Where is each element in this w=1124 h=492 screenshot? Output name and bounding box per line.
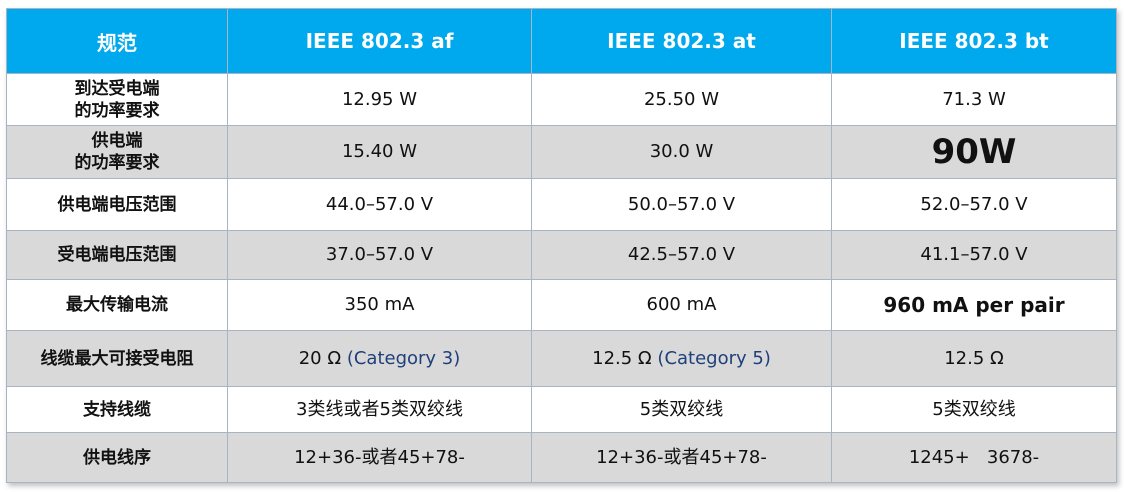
table-row: 支持线缆 3类线或者5类双绞线 5类双绞线 5类双绞线 xyxy=(6,386,1117,433)
spec-table-container: 规范 IEEE 802.3 af IEEE 802.3 at IEEE 802.… xyxy=(6,8,1117,483)
row-label-line: 供电端 xyxy=(91,131,143,151)
cell-bt: 1245+ 3678- xyxy=(831,432,1117,483)
cell-bt-highlight: 90W xyxy=(831,125,1117,179)
row-label: 供电端电压范围 xyxy=(6,178,228,231)
cell-af: 37.0–57.0 V xyxy=(227,230,532,280)
cell-at: 600 mA xyxy=(531,279,832,331)
cell-bt-highlight: 960 mA per pair xyxy=(831,279,1117,331)
row-label: 到达受电端 的功率要求 xyxy=(6,73,228,126)
row-label-line: 的功率要求 xyxy=(74,100,160,121)
header-at: IEEE 802.3 at xyxy=(531,8,832,74)
category-5-link[interactable]: (Category 5) xyxy=(657,347,771,369)
header-spec: 规范 xyxy=(6,8,228,74)
cell-at: 5类双绞线 xyxy=(531,386,832,433)
resistance-value: 20 Ω xyxy=(298,347,342,369)
row-label-line: 的功率要求 xyxy=(74,153,160,173)
cell-at: 25.50 W xyxy=(531,73,832,126)
row-label: 供电端 的功率要求 xyxy=(6,125,228,179)
cell-at: 50.0–57.0 V xyxy=(531,178,832,231)
table-row: 供电端 的功率要求 15.40 W 30.0 W 90W xyxy=(6,125,1117,179)
resistance-value: 12.5 Ω xyxy=(592,347,652,369)
table-row: 供电线序 12+36-或者45+78- 12+36-或者45+78- 1245+… xyxy=(6,432,1117,483)
row-label: 最大传输电流 xyxy=(6,279,228,331)
table-row: 最大传输电流 350 mA 600 mA 960 mA per pair xyxy=(6,279,1117,331)
cell-af: 12.95 W xyxy=(227,73,532,126)
header-af: IEEE 802.3 af xyxy=(227,8,532,74)
cell-bt: 5类双绞线 xyxy=(831,386,1117,433)
row-label: 线缆最大可接受电阻 xyxy=(6,330,228,387)
cell-af: 12+36-或者45+78- xyxy=(227,432,532,483)
cell-bt: 71.3 W xyxy=(831,73,1117,126)
cell-af: 3类线或者5类双绞线 xyxy=(227,386,532,433)
cell-af: 44.0–57.0 V xyxy=(227,178,532,231)
cell-at: 30.0 W xyxy=(531,125,832,179)
cell-bt: 12.5 Ω xyxy=(831,330,1117,387)
row-label: 供电线序 xyxy=(6,432,228,483)
cell-af: 20 Ω (Category 3) xyxy=(227,330,532,387)
row-label: 受电端电压范围 xyxy=(6,230,228,280)
cell-bt: 41.1–57.0 V xyxy=(831,230,1117,280)
table-row: 到达受电端 的功率要求 12.95 W 25.50 W 71.3 W xyxy=(6,73,1117,126)
cell-at: 12+36-或者45+78- xyxy=(531,432,832,483)
table-row: 供电端电压范围 44.0–57.0 V 50.0–57.0 V 52.0–57.… xyxy=(6,178,1117,231)
row-label-line: 到达受电端 xyxy=(74,78,160,99)
cell-at: 12.5 Ω (Category 5) xyxy=(531,330,832,387)
table-row: 线缆最大可接受电阻 20 Ω (Category 3) 12.5 Ω (Cate… xyxy=(6,330,1117,387)
poe-spec-table: 规范 IEEE 802.3 af IEEE 802.3 at IEEE 802.… xyxy=(6,8,1117,483)
row-label: 支持线缆 xyxy=(6,386,228,433)
cell-bt: 52.0–57.0 V xyxy=(831,178,1117,231)
header-row: 规范 IEEE 802.3 af IEEE 802.3 at IEEE 802.… xyxy=(6,8,1117,74)
cell-at: 42.5–57.0 V xyxy=(531,230,832,280)
cell-af: 15.40 W xyxy=(227,125,532,179)
category-3-link[interactable]: (Category 3) xyxy=(346,347,461,369)
table-row: 受电端电压范围 37.0–57.0 V 42.5–57.0 V 41.1–57.… xyxy=(6,230,1117,280)
header-bt: IEEE 802.3 bt xyxy=(831,8,1117,74)
cell-af: 350 mA xyxy=(227,279,532,331)
